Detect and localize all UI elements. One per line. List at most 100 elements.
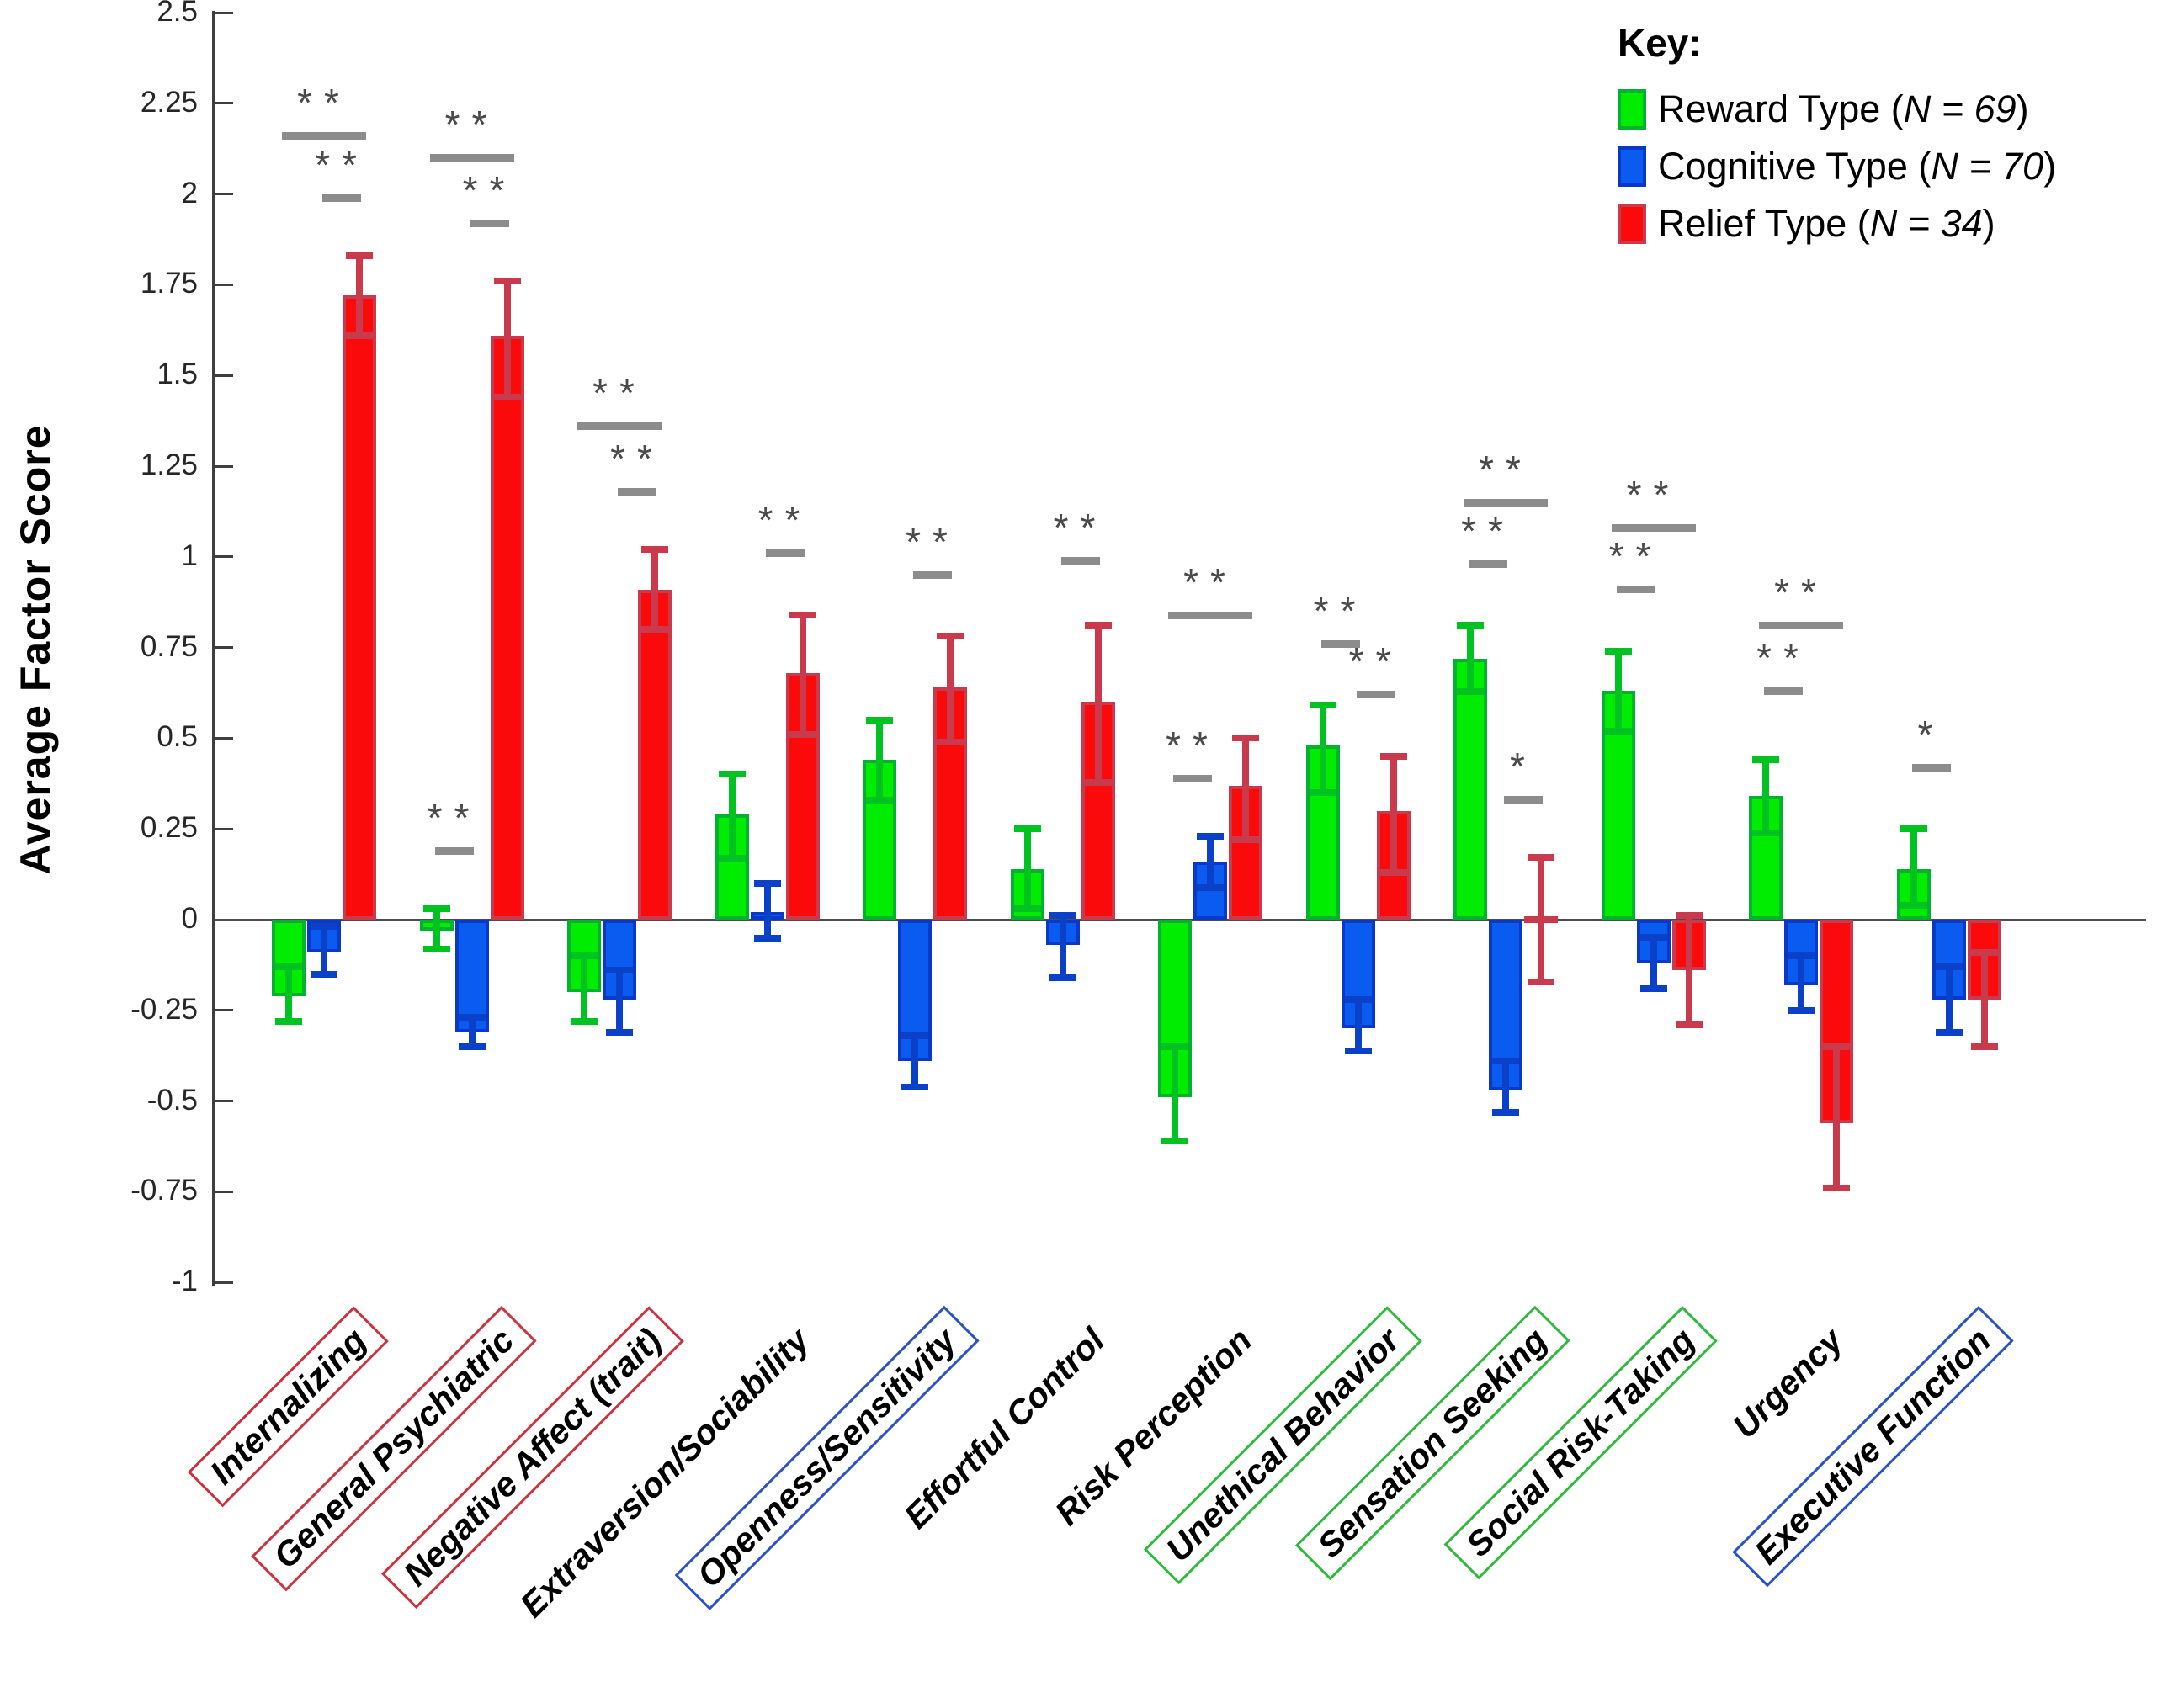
legend-label-cognitive-type: Cognitive Type (N = 70) <box>1658 145 2057 188</box>
sig-bar-negative-affect-trait <box>618 487 656 496</box>
errorbar-risk-perception-cognitive-type <box>1207 832 1214 891</box>
x-label-social-risk-taking: Social Risk-Taking <box>1443 1306 1719 1580</box>
errorbar-extraversion-sociability-cognitive-type <box>763 879 771 942</box>
y-tick-label: 0.75 <box>140 629 198 663</box>
errorbar-effortful-control-reward-type <box>1023 825 1031 913</box>
sig-label-sensation-seeking: * <box>1510 745 1537 789</box>
errorbar-executive-function-relief-type-cap-bottom <box>1970 1043 1998 1051</box>
y-tick <box>215 102 233 105</box>
sig-label-unethical-behavior: ** <box>1313 589 1368 633</box>
y-axis-line <box>212 11 215 1286</box>
legend-item-reward-type: Reward Type (N = 69) <box>1618 81 2056 138</box>
errorbar-negative-affect-trait-reward-type-cap-top <box>571 952 598 959</box>
errorbar-unethical-behavior-relief-type-cap-top <box>1379 752 1407 760</box>
errorbar-internalizing-cognitive-type-cap-top <box>311 923 337 931</box>
errorbar-general-psychiatric-reward-type-cap-top <box>422 904 450 912</box>
sig-bar-internalizing <box>322 194 361 202</box>
errorbar-sensation-seeking-cognitive-type-cap-bottom <box>1492 1108 1519 1116</box>
errorbar-effortful-control-relief-type <box>1094 622 1102 786</box>
errorbar-urgency-relief-type-cap-top <box>1823 1042 1850 1050</box>
errorbar-urgency-reward-type <box>1762 756 1769 836</box>
sig-bar-general-psychiatric <box>470 219 509 227</box>
errorbar-openness-sensitivity-cognitive-type-cap-top <box>901 1032 928 1039</box>
errorbar-unethical-behavior-cognitive-type-cap-bottom <box>1344 1047 1372 1054</box>
errorbar-social-risk-taking-reward-type-cap-top <box>1604 647 1632 655</box>
sig-bar-executive-function <box>1911 763 1951 772</box>
errorbar-executive-function-relief-type-cap-top <box>1970 948 1998 956</box>
legend-swatch-cognitive-type <box>1618 146 1646 187</box>
sig-label-general-psychiatric: ** <box>427 795 481 840</box>
y-tick-label: -0.5 <box>146 1083 198 1117</box>
y-tick-label: -1 <box>171 1265 198 1298</box>
y-tick <box>215 1281 233 1284</box>
errorbar-openness-sensitivity-reward-type <box>876 716 883 804</box>
errorbar-general-psychiatric-cognitive-type <box>468 1014 476 1051</box>
bar-general-psychiatric-cognitive-type <box>454 920 489 1032</box>
sig-bar-unethical-behavior <box>1356 691 1395 699</box>
bar-internalizing-relief-type <box>343 295 376 920</box>
errorbar-general-psychiatric-cognitive-type-cap-top <box>458 1014 486 1021</box>
sig-label-internalizing: ** <box>315 142 369 187</box>
errorbar-extraversion-sociability-relief-type-cap-bottom <box>789 731 816 739</box>
y-tick <box>215 1190 233 1193</box>
legend-swatch-relief-type <box>1618 204 1646 244</box>
sig-bar-internalizing <box>282 132 366 141</box>
errorbar-unethical-behavior-relief-type-cap-bottom <box>1379 869 1407 877</box>
y-tick <box>215 464 233 468</box>
errorbar-risk-perception-relief-type-cap-top <box>1232 735 1259 742</box>
sig-bar-negative-affect-trait <box>577 422 662 431</box>
errorbar-openness-sensitivity-reward-type-cap-bottom <box>866 797 893 804</box>
bar-risk-perception-relief-type <box>1229 785 1262 920</box>
errorbar-sensation-seeking-cognitive-type-cap-top <box>1492 1057 1519 1064</box>
errorbar-social-risk-taking-relief-type-cap-top <box>1675 912 1703 920</box>
sig-label-sensation-seeking: ** <box>1461 509 1515 554</box>
errorbar-executive-function-reward-type <box>1910 825 1917 910</box>
errorbar-negative-affect-trait-cognitive-type <box>616 967 623 1036</box>
y-tick-label: 1.75 <box>140 267 198 300</box>
sig-label-social-risk-taking: ** <box>1608 534 1663 579</box>
x-label-sensation-seeking: Sensation Seeking <box>1295 1306 1570 1581</box>
sig-bar-sensation-seeking <box>1464 498 1548 507</box>
errorbar-extraversion-sociability-cognitive-type-cap-bottom <box>753 934 781 942</box>
errorbar-general-psychiatric-relief-type-cap-bottom <box>493 394 521 401</box>
y-tick-label: 2 <box>181 176 198 210</box>
sig-label-general-psychiatric: ** <box>462 167 517 212</box>
errorbar-openness-sensitivity-cognitive-type-cap-bottom <box>901 1083 928 1090</box>
y-axis-title: Average Factor Score <box>12 424 59 875</box>
errorbar-social-risk-taking-relief-type-cap-bottom <box>1675 1021 1703 1029</box>
bar-general-psychiatric-relief-type <box>490 335 524 920</box>
errorbar-risk-perception-reward-type <box>1172 1042 1178 1145</box>
y-tick-label: 1 <box>181 538 198 572</box>
errorbar-executive-function-relief-type <box>1980 948 1988 1051</box>
errorbar-openness-sensitivity-relief-type <box>947 633 954 746</box>
bar-negative-affect-trait-relief-type <box>638 589 672 920</box>
errorbar-social-risk-taking-reward-type-cap-bottom <box>1604 728 1632 735</box>
errorbar-negative-affect-trait-relief-type <box>651 545 658 634</box>
sig-label-social-risk-taking: ** <box>1626 473 1681 517</box>
y-tick <box>215 827 233 830</box>
y-tick-label: -0.75 <box>130 1174 198 1207</box>
legend-label-reward-type: Reward Type (N = 69) <box>1658 88 2029 130</box>
sig-label-urgency: ** <box>1774 570 1828 615</box>
errorbar-unethical-behavior-reward-type-cap-top <box>1309 702 1336 709</box>
legend: Key: Reward Type (N = 69) Cognitive Type … <box>1618 20 2056 252</box>
sig-bar-social-risk-taking <box>1611 524 1696 532</box>
y-tick-label: -0.25 <box>130 992 198 1026</box>
x-label-negative-affect-trait: Negative Affect (trait) <box>380 1306 684 1610</box>
legend-label-relief-type: Relief Type (N = 34) <box>1658 202 1995 245</box>
errorbar-internalizing-cognitive-type-cap-bottom <box>311 971 337 978</box>
y-tick-label: 0.5 <box>157 720 198 754</box>
errorbar-effortful-control-relief-type-cap-top <box>1084 622 1112 629</box>
errorbar-internalizing-reward-type <box>285 963 292 1025</box>
errorbar-urgency-cognitive-type-cap-top <box>1788 952 1815 959</box>
sig-label-risk-perception: ** <box>1166 723 1220 767</box>
errorbar-risk-perception-relief-type <box>1242 735 1249 844</box>
errorbar-internalizing-cognitive-type <box>321 923 327 978</box>
y-tick-label: 2.25 <box>140 85 198 119</box>
errorbar-sensation-seeking-relief-type-cap-top <box>1528 854 1554 862</box>
errorbar-urgency-reward-type-cap-top <box>1752 756 1779 763</box>
sig-label-unethical-behavior: ** <box>1348 639 1403 684</box>
errorbar-negative-affect-trait-relief-type-cap-bottom <box>641 626 668 634</box>
sig-label-sensation-seeking: ** <box>1479 447 1533 491</box>
